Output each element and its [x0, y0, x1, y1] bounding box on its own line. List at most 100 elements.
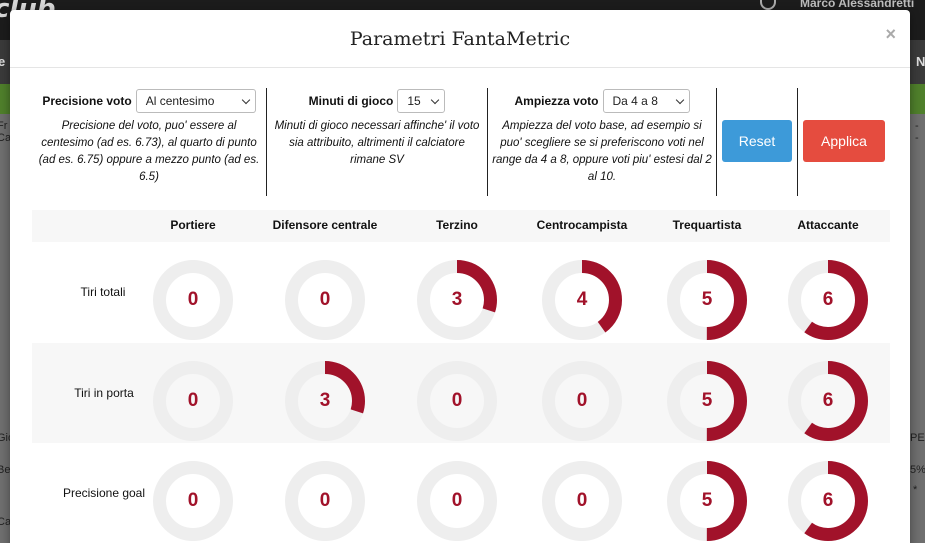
stats-row: Tiri in porta 0 3 0 0 5 6 [32, 343, 890, 443]
row-label: Tiri in porta [74, 386, 134, 400]
ring-value: 5 [701, 289, 713, 310]
progress-ring: 0 [153, 361, 233, 441]
ring-track [153, 361, 233, 441]
minutes-description: Minuti di gioco necessari affinche' il v… [274, 120, 480, 166]
column-header: Attaccante [797, 218, 859, 232]
ring-arc [542, 260, 622, 340]
ring-value: 5 [701, 390, 713, 411]
progress-ring: 6 [788, 361, 868, 441]
background-text: - [915, 120, 919, 132]
ring-arc [417, 260, 497, 340]
ring-arc [667, 461, 747, 541]
ring-value: 0 [576, 390, 588, 411]
progress-ring: 0 [153, 260, 233, 340]
ring-value: 3 [319, 390, 331, 411]
ring-value: 6 [822, 390, 834, 411]
ring-track [153, 461, 233, 541]
column-header: Difensore centrale [272, 218, 378, 232]
progress-ring: 5 [667, 361, 747, 441]
ring-value: 4 [576, 289, 588, 310]
background-text: 5% [910, 464, 925, 476]
chevron-down-icon [675, 95, 684, 104]
ring-arc [788, 461, 868, 541]
background-text: Fr [0, 120, 8, 132]
ring-arc [667, 260, 747, 340]
reset-cell [717, 88, 798, 196]
background-user-name: Marco Alessandretti [800, 0, 915, 10]
apply-button[interactable]: Applica [803, 120, 885, 162]
progress-ring: 0 [542, 361, 622, 441]
precision-label: Precisione voto [42, 94, 132, 108]
range-description: Ampiezza del voto base, ad esempio si pu… [492, 120, 712, 183]
ring-value: 0 [319, 490, 331, 511]
ring-arc [667, 361, 747, 441]
parameter-controls: Precisione voto Al centesimo Precisione … [10, 88, 910, 198]
row-label: Precisione goal [62, 486, 146, 500]
background-text: Be [0, 464, 11, 476]
chevron-down-icon [431, 95, 440, 104]
background-text: PE [910, 432, 925, 444]
minutes-control: Minuti di gioco 15 Minuti di gioco neces… [267, 88, 488, 196]
ring-track [542, 361, 622, 441]
column-header: Centrocampista [536, 218, 628, 232]
ring-arc [788, 361, 868, 441]
ring-value: 0 [451, 490, 463, 511]
range-select-value: Da 4 a 8 [612, 94, 658, 108]
range-select[interactable]: Da 4 a 8 [602, 89, 690, 113]
row-label: Tiri totali [80, 285, 126, 299]
progress-ring: 6 [788, 260, 868, 340]
progress-ring: 3 [285, 361, 365, 441]
ring-value: 5 [701, 490, 713, 511]
precision-control: Precisione voto Al centesimo Precisione … [32, 88, 267, 196]
ring-track [417, 461, 497, 541]
progress-ring: 5 [667, 461, 747, 541]
progress-ring: 0 [542, 461, 622, 541]
progress-ring: 6 [788, 461, 868, 541]
ring-value: 0 [187, 390, 199, 411]
close-icon[interactable]: × [885, 24, 896, 44]
ring-value: 6 [822, 490, 834, 511]
progress-ring: 3 [417, 260, 497, 340]
user-icon [760, 0, 776, 10]
ring-value: 0 [187, 490, 199, 511]
stats-row: Precisione goal 0 0 0 0 5 6 [32, 443, 890, 543]
ring-value: 0 [187, 289, 199, 310]
stats-row: Tiri totali 0 0 3 4 5 6 [32, 242, 890, 342]
ring-value: 0 [451, 390, 463, 411]
range-label: Ampiezza voto [514, 94, 599, 108]
precision-description: Precisione del voto, puo' essere al cent… [38, 120, 260, 183]
ring-track [417, 361, 497, 441]
progress-ring: 4 [542, 260, 622, 340]
column-header: Trequartista [672, 218, 742, 232]
minutes-select-value: 15 [407, 94, 421, 108]
fantametric-modal: Parametri FantaMetric × Precisione voto … [10, 10, 910, 543]
background-text: * [913, 484, 918, 496]
ring-track [285, 260, 365, 340]
chevron-down-icon [241, 95, 250, 104]
ring-track [285, 461, 365, 541]
background-text: - [915, 132, 919, 144]
column-header: Terzino [436, 218, 478, 232]
ring-value: 0 [319, 289, 331, 310]
background-nav-left: e [0, 54, 6, 69]
ring-track [542, 461, 622, 541]
column-header: Portiere [170, 218, 216, 232]
progress-ring: 0 [285, 461, 365, 541]
stats-grid-header: Portiere Difensore centrale Terzino Cent… [32, 210, 890, 242]
background-text: Ca [0, 132, 12, 144]
precision-select-value: Al centesimo [145, 94, 215, 108]
progress-ring: 0 [417, 461, 497, 541]
minutes-label: Minuti di gioco [308, 94, 394, 108]
reset-button[interactable]: Reset [722, 120, 792, 162]
ring-arc [788, 260, 868, 340]
precision-select[interactable]: Al centesimo [135, 89, 256, 113]
modal-header: Parametri FantaMetric × [10, 10, 910, 68]
progress-ring: 0 [417, 361, 497, 441]
progress-ring: 5 [667, 260, 747, 340]
ring-value: 6 [822, 289, 834, 310]
ring-value: 3 [451, 289, 463, 310]
progress-ring: 0 [153, 461, 233, 541]
ring-track [153, 260, 233, 340]
minutes-select[interactable]: 15 [397, 89, 446, 113]
ring-arc [285, 361, 365, 441]
